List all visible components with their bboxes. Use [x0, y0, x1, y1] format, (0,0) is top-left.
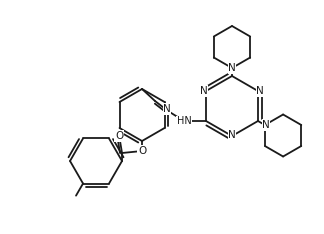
Text: HN: HN — [177, 116, 191, 126]
Text: N: N — [256, 86, 264, 96]
Text: N: N — [262, 120, 270, 130]
Text: N: N — [200, 86, 208, 96]
Text: N: N — [163, 104, 171, 114]
Text: O: O — [115, 131, 123, 141]
Text: N: N — [228, 63, 236, 73]
Text: N: N — [228, 130, 236, 140]
Text: O: O — [138, 146, 146, 156]
